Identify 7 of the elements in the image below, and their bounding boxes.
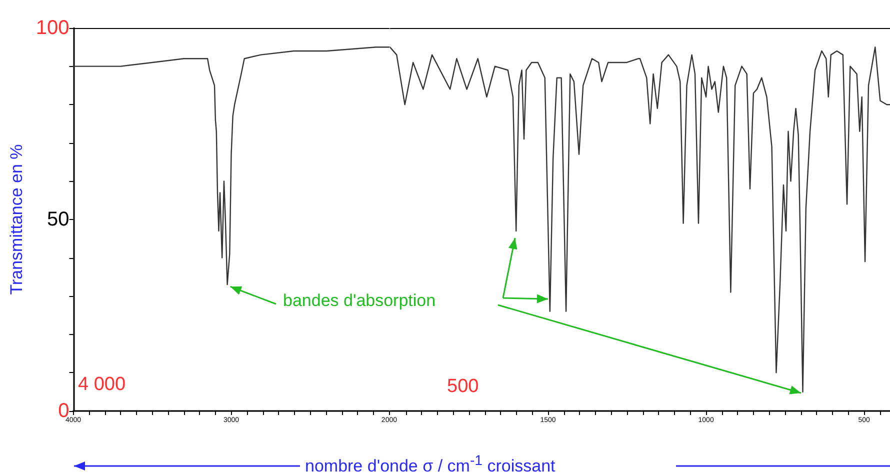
y-axis-title: Transmittance en % (7, 144, 26, 295)
annotation: bandes d'absorption (283, 291, 436, 311)
annotation: 500 (447, 376, 479, 398)
y-tick-label: 100 (36, 17, 70, 39)
y-tick-label: 50 (47, 208, 70, 230)
annotation: 4 000 (78, 374, 126, 396)
x-axis-title: nombre d'onde σ / cm$^{-1}$ croissant (305, 453, 556, 475)
